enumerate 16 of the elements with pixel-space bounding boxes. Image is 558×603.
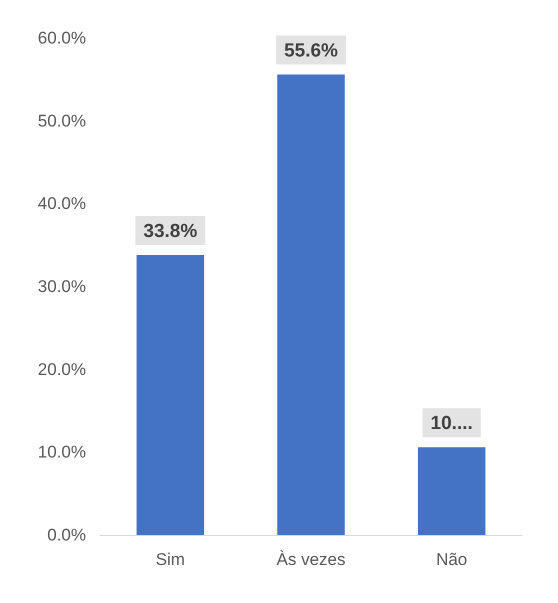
- y-tick-label: 40.0%: [38, 194, 86, 214]
- x-tick-label: Sim: [156, 550, 185, 569]
- data-label: 10....: [430, 413, 473, 434]
- y-tick-label: 10.0%: [38, 442, 86, 462]
- y-tick-label: 30.0%: [38, 277, 86, 296]
- y-tick-label: 0.0%: [47, 526, 86, 544]
- bar: [136, 255, 204, 535]
- y-tick-label: 60.0%: [38, 28, 86, 48]
- data-label: 55.6%: [284, 40, 338, 62]
- y-tick-label: 50.0%: [38, 111, 86, 130]
- x-tick-label: Às vezes: [276, 550, 346, 569]
- y-tick-label: 20.0%: [38, 360, 86, 379]
- x-tick-label: Não: [436, 550, 468, 569]
- bar: [277, 74, 345, 535]
- bar: [418, 447, 486, 535]
- data-label: 33.8%: [143, 221, 198, 242]
